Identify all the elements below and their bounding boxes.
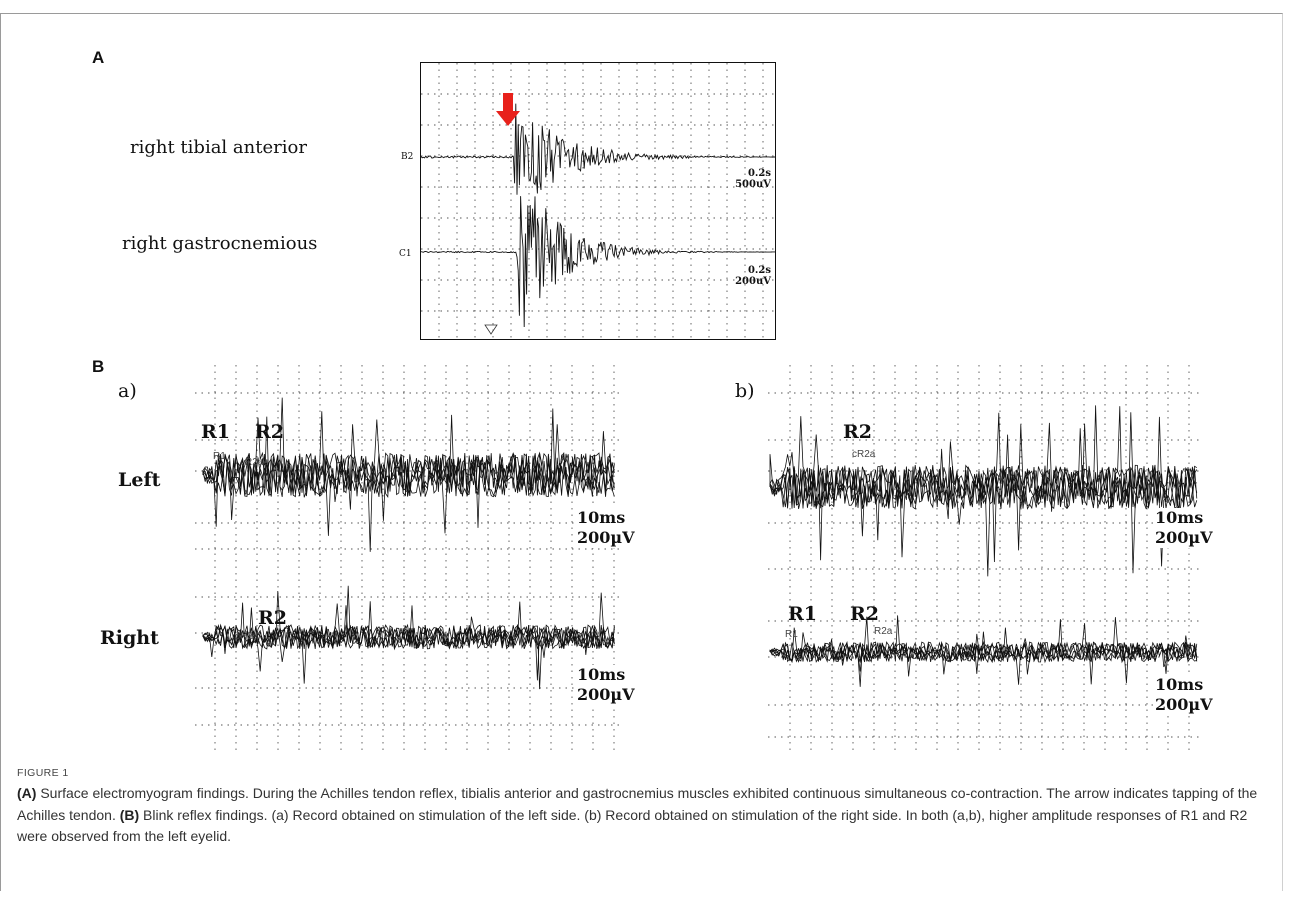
scale-b-top: 10ms 200µV	[1155, 508, 1213, 548]
small-cr2a-b-top: cR2a	[852, 449, 876, 460]
side-left-label: Left	[118, 469, 161, 491]
blink-trace	[769, 412, 1198, 574]
scale-bottom-amp: 200uV	[735, 276, 771, 287]
scale-a-top-amp: 200µV	[577, 528, 635, 547]
scale-bottom: 0.2s 200uV	[735, 265, 771, 287]
caption-a-tag: (A)	[17, 785, 37, 801]
scale-b-top-amp: 200µV	[1155, 528, 1213, 547]
small-r2a-b-bottom: R2a	[874, 626, 893, 637]
scale-a-bottom: 10ms 200µV	[577, 665, 635, 705]
caption-a-text: Surface electromyogram findings. During …	[17, 785, 1258, 823]
emg-scope-panel: 0.2s 500uV 0.2s 200uV	[420, 62, 776, 340]
marker-r2-right: R2	[258, 607, 288, 629]
blink-reflex-b-svg	[768, 365, 1200, 750]
small-r1-b-bottom: R1	[785, 629, 798, 640]
blink-trace	[202, 408, 615, 498]
blink-trace	[769, 615, 1198, 685]
blink-trace	[202, 397, 615, 527]
scale-bottom-time: 0.2s	[747, 265, 771, 276]
figure-caption: (A) Surface electromyogram findings. Dur…	[17, 783, 1267, 848]
panel-b-letter: B	[92, 357, 105, 376]
side-right-label: Right	[100, 627, 159, 649]
marker-r1-left: R1	[201, 421, 231, 443]
scale-a-top-time: 10ms	[577, 508, 626, 527]
blink-reflex-a-svg	[195, 365, 620, 750]
small-r2a-left: R2a	[245, 457, 264, 468]
scale-top-amp: 500uV	[735, 179, 771, 190]
scale-b-top-time: 10ms	[1155, 508, 1204, 527]
small-r1-left: R1	[213, 451, 226, 462]
scale-top: 0.2s 500uV	[735, 168, 771, 190]
scale-b-bottom-time: 10ms	[1155, 675, 1204, 694]
figure-label: FIGURE 1	[17, 767, 69, 779]
blink-trace	[202, 603, 615, 655]
tap-arrow-icon	[496, 93, 520, 126]
channel-b2-label: B2	[401, 152, 414, 162]
scale-a-bottom-amp: 200µV	[577, 685, 635, 704]
blink-reflex-b: R2 cR2a R1 R2 R1 R2a 10ms 200µV 10ms 200…	[768, 365, 1213, 750]
scale-a-top: 10ms 200µV	[577, 508, 635, 548]
panel-a-letter: A	[92, 48, 105, 67]
sub-b-label: b)	[735, 380, 755, 402]
scale-a-bottom-time: 10ms	[577, 665, 626, 684]
scale-b-bottom: 10ms 200µV	[1155, 675, 1213, 715]
marker-r2-left: R2	[255, 421, 285, 443]
gastrocnemius-trace	[421, 196, 775, 328]
marker-r2-b-bottom: R2	[850, 603, 880, 625]
scale-b-bottom-amp: 200µV	[1155, 695, 1213, 714]
label-right-gastrocnemious: right gastrocnemious	[122, 233, 318, 254]
caption-b-text: Blink reflex findings. (a) Record obtain…	[17, 806, 1248, 845]
tibial-anterior-trace	[421, 103, 775, 195]
channel-c1-label: C1	[399, 249, 412, 259]
blink-trace	[769, 405, 1197, 563]
blink-trace	[202, 431, 615, 534]
figure-frame	[0, 13, 1283, 891]
scale-top-time: 0.2s	[747, 168, 771, 179]
blink-trace	[202, 419, 615, 497]
small-cr2a-right: cR2a	[235, 631, 259, 642]
label-right-tibial-anterior: right tibial anterior	[130, 137, 307, 158]
blink-reflex-a: R1 R2 R1 R2a R2 cR2a 10ms 200µV 10ms 200…	[195, 365, 635, 750]
caption-b-tag: (B)	[119, 806, 140, 823]
marker-r1-b-bottom: R1	[788, 603, 818, 625]
sub-a-label: a)	[118, 380, 137, 402]
trigger-marker-icon	[484, 324, 498, 335]
blink-trace	[202, 605, 615, 650]
emg-scope-svg	[421, 63, 775, 339]
marker-r2-b-top: R2	[843, 421, 873, 443]
